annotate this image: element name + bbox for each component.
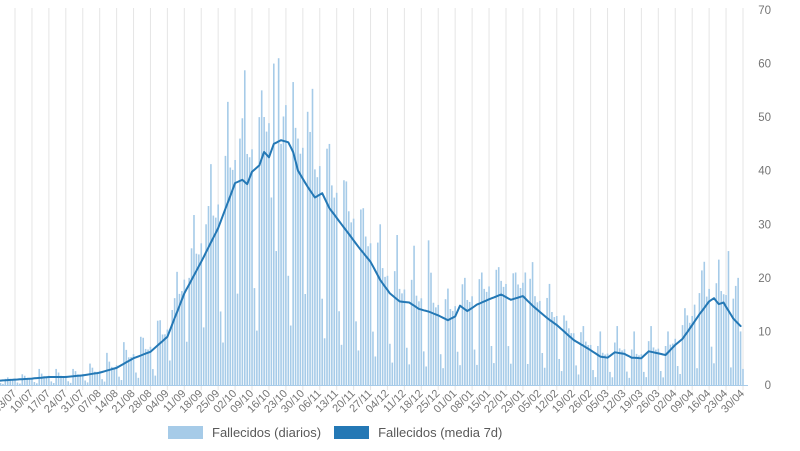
daily-bars-swatch [168, 426, 203, 439]
svg-text:10: 10 [758, 326, 771, 338]
x-axis-labels: 03/0710/0717/0724/0731/0707/0814/0821/08… [0, 388, 747, 416]
daily-bars-label: Fallecidos (diarios) [212, 425, 322, 440]
svg-text:70: 70 [758, 5, 771, 17]
svg-text:40: 40 [758, 166, 771, 178]
chart-legend: Fallecidos (diarios) Fallecidos (media 7… [168, 425, 502, 440]
svg-text:60: 60 [758, 59, 771, 71]
media-7d-swatch [334, 426, 370, 439]
legend-item-media7d[interactable]: Fallecidos (media 7d) [334, 425, 502, 440]
media-7d-label: Fallecidos (media 7d) [378, 425, 503, 440]
svg-text:0: 0 [765, 380, 771, 392]
media-7d-line [0, 139, 742, 382]
svg-text:30: 30 [758, 219, 771, 231]
svg-text:20: 20 [758, 273, 771, 285]
svg-text:50: 50 [758, 112, 771, 124]
legend-item-daily[interactable]: Fallecidos (diarios) [168, 425, 321, 440]
y-axis-labels: 0 10 20 30 40 50 60 70 [758, 5, 771, 392]
daily-bars-series [0, 58, 744, 386]
